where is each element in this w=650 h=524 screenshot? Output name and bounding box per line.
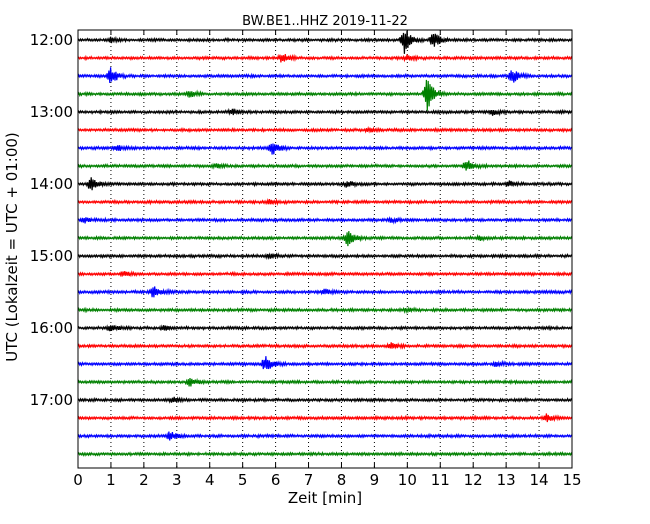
x-tick-label: 5	[238, 471, 248, 489]
y-tick-label: 16:00	[30, 319, 73, 337]
x-tick-label: 2	[139, 471, 149, 489]
trace-line	[77, 53, 573, 63]
trace-line	[77, 324, 573, 332]
x-tick-label: 13	[497, 471, 516, 489]
trace-line	[77, 231, 573, 247]
x-tick-label: 14	[530, 471, 549, 489]
x-axis: 0 1 2 3 4 5 6 7 8 9 10 11 12 13 14 15	[73, 30, 582, 489]
trace-line	[77, 79, 573, 111]
y-tick-label: 13:00	[30, 103, 73, 121]
trace-line	[77, 286, 573, 298]
chart-title: BW.BE1..HHZ 2019-11-22	[242, 14, 408, 29]
x-tick-label: 1	[106, 471, 116, 489]
y-axis-label: UTC (Lokalzeit = UTC + 01:00)	[3, 132, 21, 362]
trace-line	[77, 177, 573, 191]
trace-line	[77, 67, 573, 83]
trace-line	[77, 342, 573, 350]
x-tick-label: 0	[73, 471, 83, 489]
x-tick-label: 3	[172, 471, 182, 489]
x-tick-label: 12	[464, 471, 483, 489]
x-axis-label: Zeit [min]	[288, 489, 362, 507]
plot-frame	[77, 29, 573, 469]
trace-line	[77, 413, 573, 423]
x-tick-label: 8	[337, 471, 347, 489]
y-tick-label: 12:00	[30, 31, 73, 49]
x-tick-label: 4	[205, 471, 215, 489]
y-tick-label: 14:00	[30, 175, 73, 193]
trace-line	[77, 143, 573, 155]
trace-line	[77, 30, 573, 54]
trace-line	[77, 377, 573, 387]
trace-line	[77, 356, 573, 370]
trace-line	[77, 216, 573, 225]
trace-line	[77, 270, 573, 278]
trace-group	[77, 30, 573, 458]
trace-line	[77, 107, 573, 117]
x-tick-label: 9	[370, 471, 380, 489]
trace-line	[77, 306, 573, 315]
trace-line	[77, 198, 573, 207]
y-tick-label: 15:00	[30, 247, 73, 265]
trace-line	[77, 252, 573, 260]
x-tick-label: 15	[562, 471, 581, 489]
x-tick-label: 7	[304, 471, 314, 489]
trace-line	[77, 396, 573, 404]
y-tick-label: 17:00	[30, 391, 73, 409]
x-tick-label: 10	[398, 471, 417, 489]
trace-line	[77, 125, 573, 134]
trace-line	[77, 431, 573, 441]
x-tick-label: 6	[271, 471, 281, 489]
trace-line	[77, 160, 573, 171]
y-axis: 12:00 13:00 14:00 15:00 16:00 17:00	[30, 31, 572, 409]
x-tick-label: 11	[431, 471, 450, 489]
trace-line	[77, 450, 573, 458]
